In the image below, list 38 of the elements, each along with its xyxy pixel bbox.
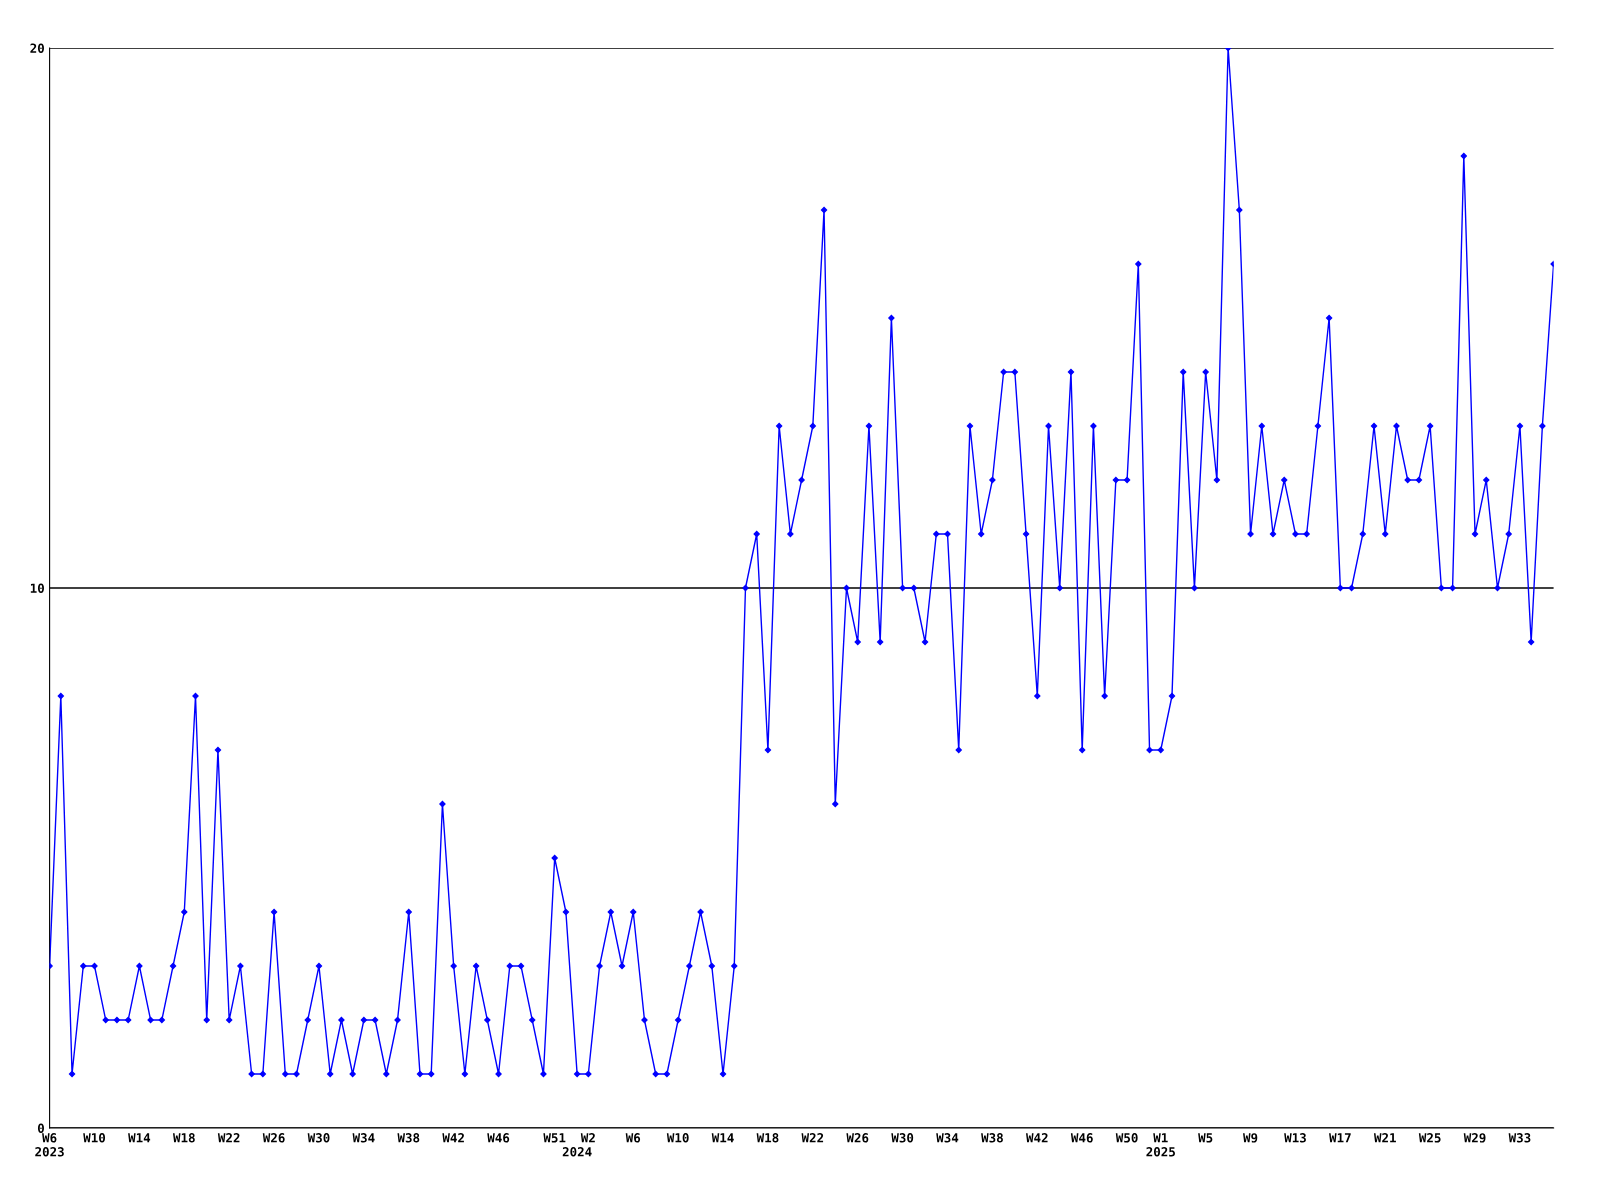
y-tick-label: 20 [30, 43, 44, 53]
x-tick-label: W38 [981, 1133, 1003, 1143]
x-tick-label: W22 [217, 1133, 240, 1143]
x-tick-label: W2 [580, 1133, 595, 1143]
x-tick-label: W17 [1329, 1133, 1351, 1143]
x-tick-label: W26 [262, 1133, 285, 1143]
x-tick-label: W10 [83, 1133, 106, 1143]
x-tick-label: W46 [487, 1133, 510, 1143]
x-tick-label: W51 [543, 1133, 566, 1143]
x-tick-label: W33 [1508, 1133, 1531, 1143]
x-tick-label: W50 [1115, 1133, 1138, 1143]
x-tick-label: W14 [128, 1133, 151, 1143]
x-tick-label: W10 [666, 1133, 689, 1143]
x-tick-label: W6 2023 [35, 1133, 64, 1157]
x-tick-label: W38 [397, 1133, 420, 1143]
x-tick-label: W34 [352, 1133, 375, 1143]
x-tick-label: W6 [625, 1133, 641, 1143]
x-tick-label: 2024 [562, 1147, 592, 1157]
x-tick-label: W25 [1418, 1133, 1441, 1143]
x-tick-label: W42 [1026, 1133, 1048, 1143]
x-tick-label: W13 [1284, 1133, 1306, 1143]
x-tick-label: W30 [891, 1133, 914, 1143]
x-tick-label: W22 [801, 1133, 824, 1143]
x-tick-label: W30 [307, 1133, 330, 1143]
x-tick-label: W26 [846, 1133, 869, 1143]
x-tick-label: W9 [1243, 1133, 1258, 1143]
x-tick-label: W34 [936, 1133, 959, 1143]
x-tick-label: W29 [1463, 1133, 1486, 1143]
x-tick-label: W42 [442, 1133, 464, 1143]
x-tick-label: W18 [173, 1133, 195, 1143]
x-tick-label: W46 [1070, 1133, 1093, 1143]
x-tick-label: W14 [711, 1133, 734, 1143]
y-tick-label: 10 [30, 583, 44, 593]
x-tick-label: W1 2025 [1146, 1133, 1175, 1157]
x-tick-label: W5 [1198, 1133, 1213, 1143]
x-tick-label: W18 [756, 1133, 779, 1143]
y-tick-label: 0 [37, 1123, 44, 1133]
x-tick-label: W21 [1373, 1133, 1396, 1143]
